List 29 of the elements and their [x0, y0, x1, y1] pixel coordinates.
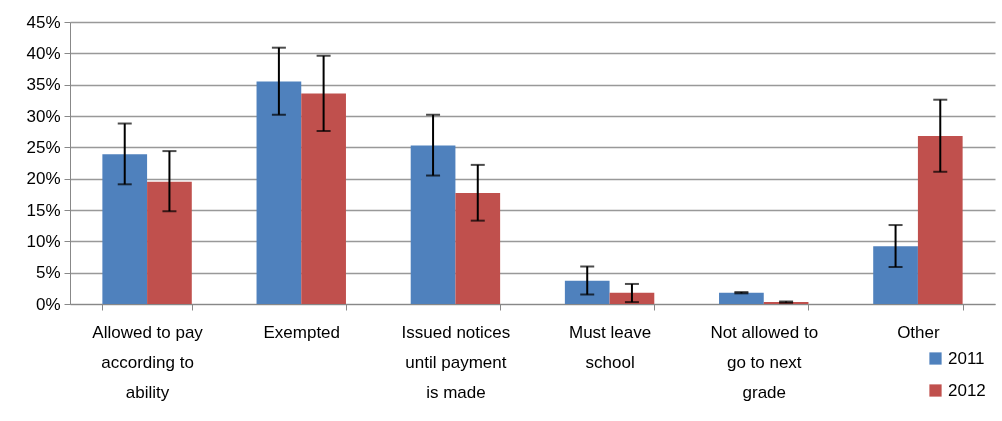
bar: [719, 292, 764, 304]
x-tick-label: Not allowed to go to next grade: [710, 322, 819, 402]
y-tick-label: 30%: [26, 106, 61, 126]
y-tick-label: 5%: [35, 263, 61, 283]
bar: [410, 145, 456, 304]
y-tick-label: 10%: [26, 231, 61, 251]
y-tick-label: 20%: [26, 169, 61, 189]
x-tick-label: Must leave school: [568, 322, 652, 372]
x-tick-label: Other: [897, 322, 941, 342]
bar: [917, 136, 963, 304]
x-tick-label: Exempted: [263, 322, 341, 342]
legend-label: 2011: [948, 348, 985, 368]
y-tick-label: 35%: [26, 75, 61, 95]
bar: [102, 154, 148, 304]
bar: [147, 181, 192, 304]
bar: [301, 93, 346, 304]
y-tick-label: 40%: [26, 43, 61, 63]
bar: [873, 246, 918, 304]
y-tick-label: 0%: [35, 294, 61, 314]
bar: [455, 193, 501, 304]
y-tick-label: 25%: [26, 137, 61, 157]
bar: [256, 81, 302, 304]
legend-label: 2012: [948, 380, 986, 400]
x-tick-label: Issued notices until payment is made: [401, 322, 511, 402]
y-tick-label: 15%: [26, 200, 61, 220]
y-tick-label: 45%: [26, 12, 61, 32]
bar: [564, 280, 610, 304]
x-tick-label: Allowed to pay according to ability: [92, 322, 204, 402]
bar: [609, 292, 655, 304]
